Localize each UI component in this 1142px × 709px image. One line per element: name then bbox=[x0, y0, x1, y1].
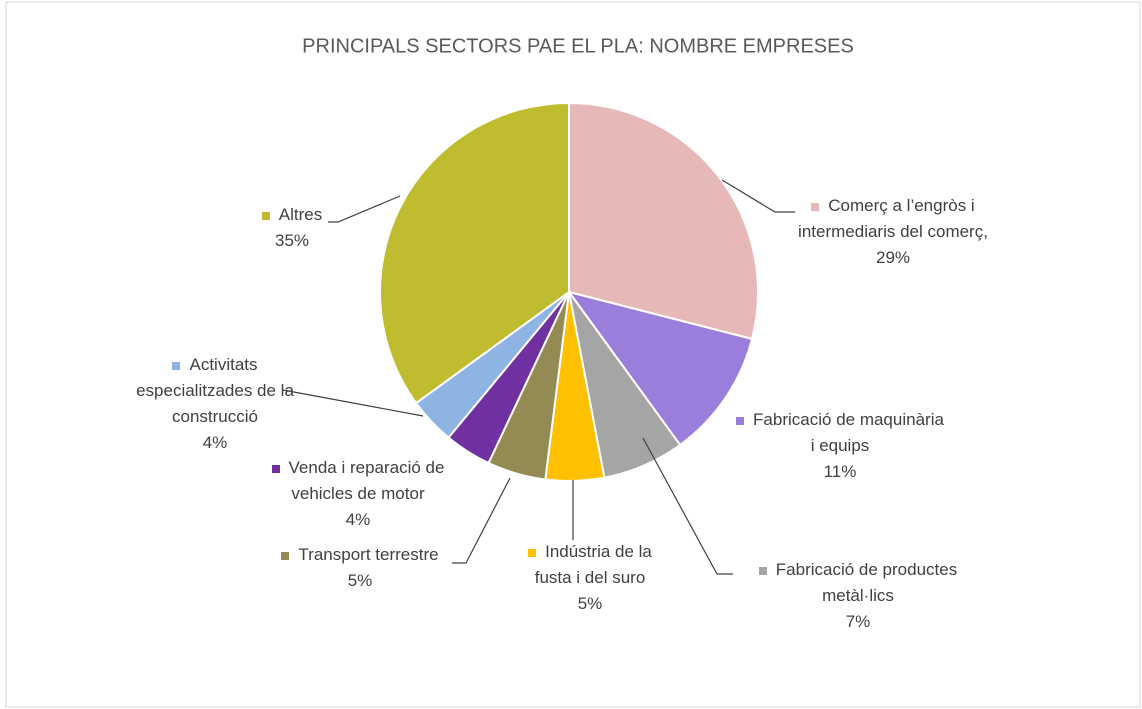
value-label: 4% bbox=[345, 510, 371, 529]
legend-marker bbox=[758, 566, 767, 575]
data-label: Fabricació de productes metàl·lics 7% bbox=[733, 557, 983, 635]
category-label: Altres bbox=[278, 205, 323, 224]
value-label: 5% bbox=[577, 594, 603, 613]
leader-line bbox=[282, 389, 424, 417]
pie-slice bbox=[379, 101, 570, 405]
value-label: 11% bbox=[823, 462, 857, 481]
data-label: Activitats especialitzades de la constru… bbox=[125, 352, 305, 456]
legend-marker bbox=[261, 211, 270, 220]
legend-marker bbox=[172, 361, 181, 370]
leader-line bbox=[721, 179, 795, 213]
category-label: Fabricació de maquinària i equips bbox=[753, 410, 944, 455]
pie-slice bbox=[568, 101, 759, 341]
legend-marker bbox=[811, 202, 820, 211]
category-label: Comerç a l’engròs i intermediaris del co… bbox=[798, 196, 988, 241]
leader-line bbox=[642, 437, 733, 575]
data-label: Comerç a l’engròs i intermediaris del co… bbox=[793, 193, 993, 271]
legend-marker bbox=[271, 464, 280, 473]
category-label: Activitats especialitzades de la constru… bbox=[136, 355, 294, 426]
category-label: Venda i reparació de vehicles de motor bbox=[288, 458, 445, 503]
data-label: Indústria de la fusta i del suro 5% bbox=[510, 539, 670, 617]
data-label: Venda i reparació de vehicles de motor 4% bbox=[243, 455, 473, 533]
legend-marker bbox=[736, 416, 745, 425]
pie-slice bbox=[566, 290, 754, 447]
leader-line bbox=[328, 195, 401, 223]
data-label: Fabricació de maquinària i equips 11% bbox=[735, 407, 945, 485]
value-label: 5% bbox=[347, 571, 373, 590]
data-label: Transport terrestre 5% bbox=[245, 542, 475, 594]
legend-marker bbox=[528, 548, 537, 557]
category-label: Transport terrestre bbox=[298, 545, 439, 564]
chart-title: PRINCIPALS SECTORS PAE EL PLA: NOMBRE EM… bbox=[302, 35, 854, 57]
value-label: 7% bbox=[845, 612, 871, 631]
value-label: 4% bbox=[202, 433, 228, 452]
value-label: 29% bbox=[875, 248, 911, 267]
category-label: Fabricació de productes metàl·lics bbox=[775, 560, 958, 605]
legend-marker bbox=[281, 551, 290, 560]
category-label: Indústria de la fusta i del suro bbox=[534, 542, 652, 587]
data-label: Altres 35% bbox=[237, 202, 347, 254]
value-label: 35% bbox=[274, 231, 310, 250]
leader-line bbox=[452, 477, 511, 564]
